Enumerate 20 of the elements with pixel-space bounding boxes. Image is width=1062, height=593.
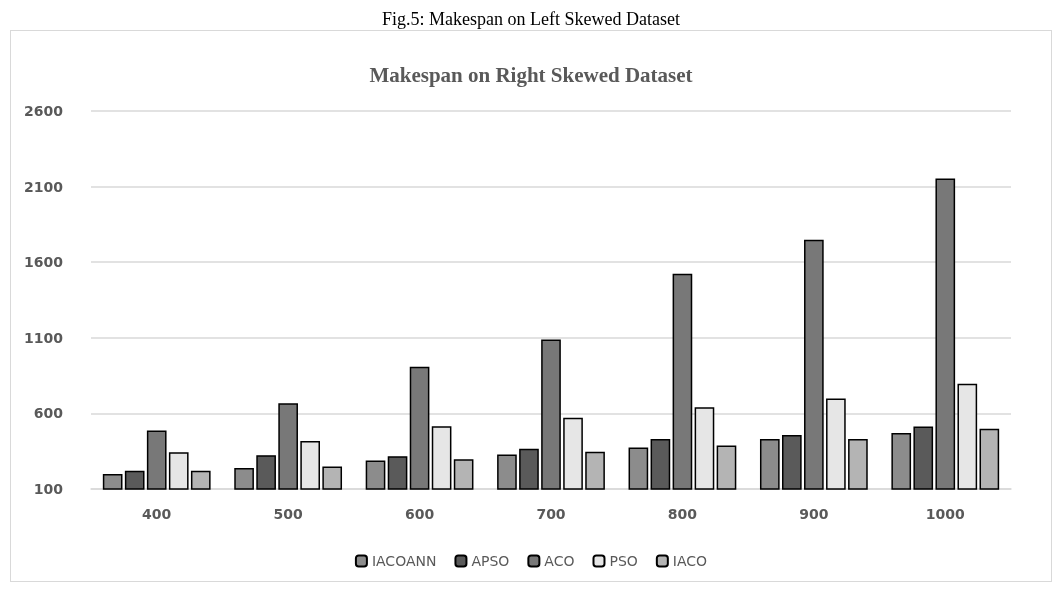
x-tick-label: 600 (404, 506, 435, 522)
legend-label: ACO (544, 553, 575, 569)
caption: Fig.5: Makespan on Left Skewed Dataset (381, 8, 681, 30)
legend-label: IACO (672, 553, 708, 569)
y-tick-label: 2600 (24, 103, 64, 119)
chart-title: Makespan on Right Skewed Dataset (369, 62, 693, 87)
y-tick-label: 2100 (24, 178, 64, 195)
x-tick-label: 800 (667, 506, 698, 522)
y-tick-label: 100 (33, 481, 64, 497)
legend-label: PSO (609, 553, 638, 569)
x-tick-label: 1000 (925, 506, 966, 522)
y-tick-label: 1600 (24, 254, 64, 271)
y-tick-label: 1100 (24, 329, 64, 346)
x-tick-label: 500 (273, 506, 304, 522)
legend-label: APSO (471, 553, 510, 569)
x-tick-label: 900 (799, 506, 829, 522)
x-tick-label: 400 (142, 506, 172, 522)
x-tick-label: 700 (536, 506, 566, 522)
legend-label: IACOANN (371, 553, 437, 569)
y-tick-label: 600 (33, 405, 64, 422)
